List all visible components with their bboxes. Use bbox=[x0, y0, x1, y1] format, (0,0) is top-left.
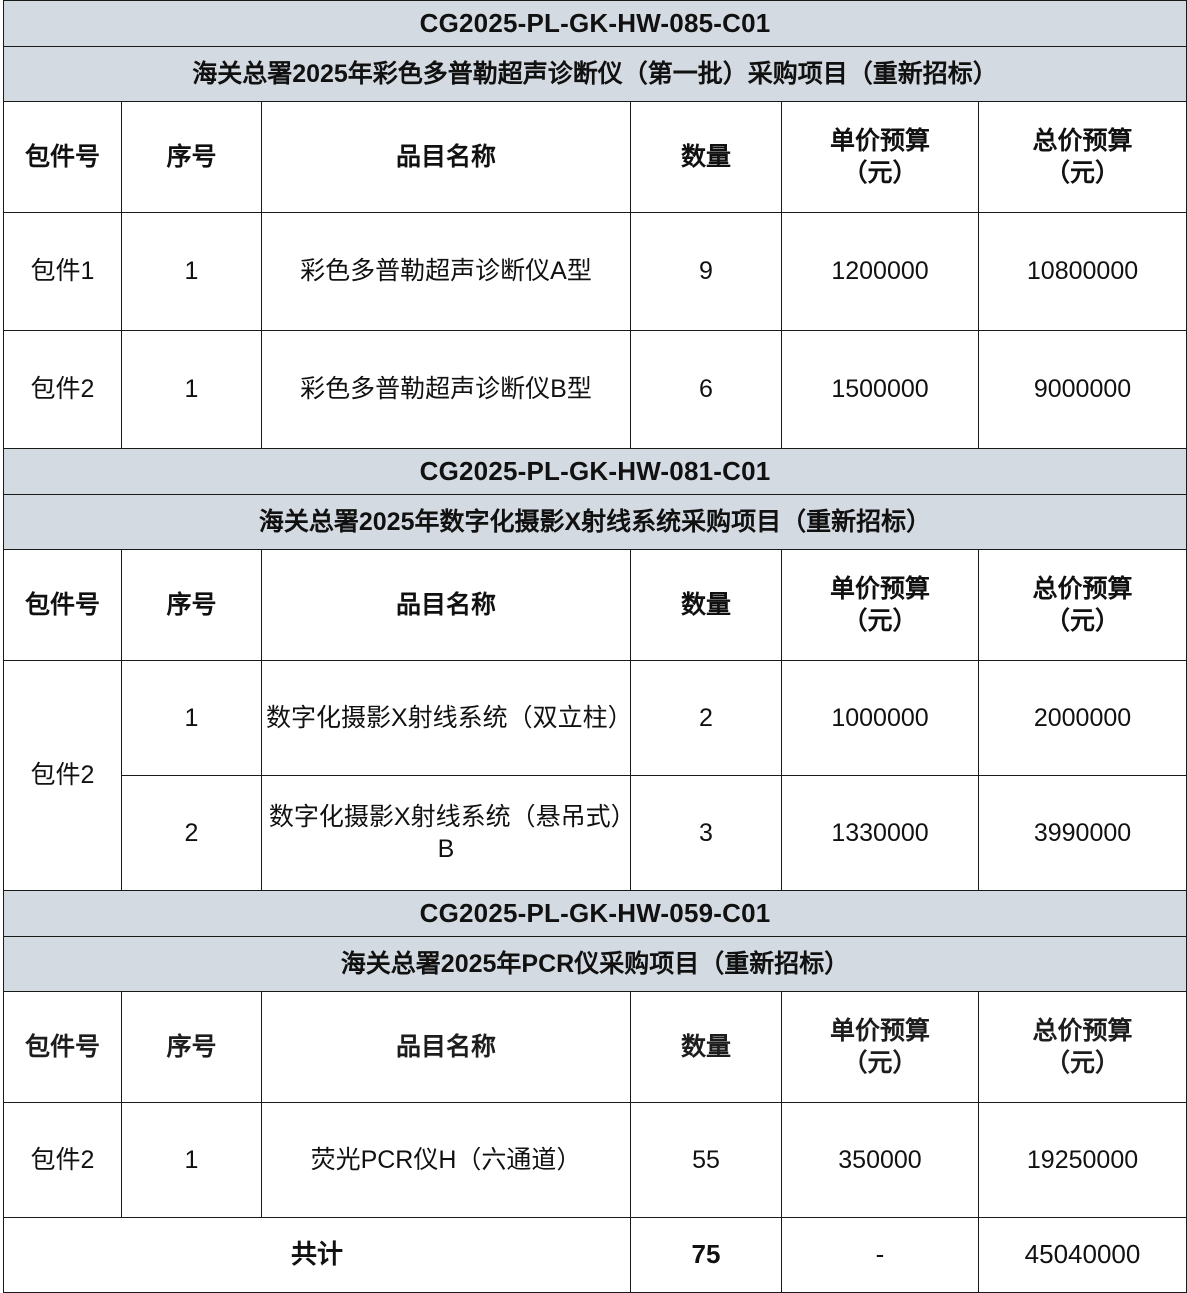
cell-item-name: 彩色多普勒超声诊断仪A型 bbox=[261, 212, 631, 331]
table-row: 包件1 1 彩色多普勒超声诊断仪A型 9 1200000 10800000 bbox=[3, 212, 1187, 331]
cell-quantity: 2 bbox=[630, 660, 782, 776]
cell-quantity: 9 bbox=[630, 212, 782, 331]
cell-quantity: 6 bbox=[630, 330, 782, 449]
table-row: 包件2 1 数字化摄影X射线系统（双立柱） 2 1000000 2000000 bbox=[3, 660, 1187, 891]
section-code-081: CG2025-PL-GK-HW-081-C01 bbox=[2, 448, 1187, 495]
column-header-quantity: 数量 bbox=[630, 549, 782, 661]
column-header-total-price-line1: 总价预算 bbox=[1032, 1016, 1133, 1045]
column-header-row: 包件号 序号 品目名称 数量 单价预算 （元） 总价预算 （元） bbox=[3, 991, 1187, 1103]
column-header-seq: 序号 bbox=[121, 549, 262, 661]
column-header-item-name: 品目名称 bbox=[261, 991, 631, 1103]
cell-unit-price: 350000 bbox=[781, 1102, 979, 1218]
column-header-total-price-line2: （元） bbox=[1045, 159, 1121, 187]
section-title-085: 海关总署2025年彩色多普勒超声诊断仪（第一批）采购项目（重新招标） bbox=[2, 46, 1187, 102]
cell-item-name: 彩色多普勒超声诊断仪B型 bbox=[261, 330, 631, 449]
total-unit-price: - bbox=[781, 1217, 979, 1293]
column-header-quantity: 数量 bbox=[630, 101, 782, 213]
column-header-total-price-line2: （元） bbox=[1045, 607, 1121, 635]
column-header-row: 包件号 序号 品目名称 数量 单价预算 （元） 总价预算 （元） bbox=[3, 549, 1187, 661]
section-code-row: CG2025-PL-GK-HW-085-C01 bbox=[2, 0, 1187, 47]
cell-seq: 1 bbox=[121, 330, 262, 449]
column-header-unit-price-line1: 单价预算 bbox=[829, 574, 930, 603]
cell-unit-price: 1330000 bbox=[781, 775, 979, 891]
column-header-unit-price: 单价预算 （元） bbox=[781, 991, 979, 1103]
cell-package: 包件1 bbox=[3, 212, 122, 331]
column-header-total-price: 总价预算 （元） bbox=[977, 991, 1187, 1103]
section-title-059: 海关总署2025年PCR仪采购项目（重新招标） bbox=[2, 936, 1187, 992]
section-code-085: CG2025-PL-GK-HW-085-C01 bbox=[2, 0, 1187, 47]
cell-total-price: 19250000 bbox=[977, 1102, 1187, 1218]
column-header-quantity: 数量 bbox=[630, 991, 782, 1103]
column-header-row: 包件号 序号 品目名称 数量 单价预算 （元） 总价预算 （元） bbox=[3, 101, 1187, 213]
column-header-item-name: 品目名称 bbox=[261, 101, 631, 213]
column-header-seq: 序号 bbox=[121, 101, 262, 213]
cell-unit-price: 1200000 bbox=[781, 212, 979, 331]
cell-package: 包件2 bbox=[3, 1102, 122, 1218]
column-header-unit-price: 单价预算 （元） bbox=[781, 549, 979, 661]
cell-package: 包件2 bbox=[3, 330, 122, 449]
column-header-unit-price: 单价预算 （元） bbox=[781, 101, 979, 213]
table-row: 包件2 1 彩色多普勒超声诊断仪B型 6 1500000 9000000 bbox=[3, 330, 1187, 449]
cell-seq: 1 bbox=[121, 212, 262, 331]
cell-seq: 1 bbox=[121, 660, 262, 776]
column-header-total-price: 总价预算 （元） bbox=[977, 101, 1187, 213]
table-row: 2 数字化摄影X射线系统（悬吊式）B 3 1330000 3990000 bbox=[4, 775, 1187, 891]
cell-item-name: 数字化摄影X射线系统（悬吊式）B bbox=[261, 775, 631, 891]
column-header-total-price-line1: 总价预算 bbox=[1032, 126, 1133, 155]
total-quantity: 75 bbox=[630, 1217, 782, 1293]
total-label: 共计 bbox=[3, 1217, 631, 1293]
column-header-item-name: 品目名称 bbox=[261, 549, 631, 661]
column-header-package: 包件号 bbox=[3, 549, 122, 661]
cell-seq: 1 bbox=[121, 1102, 262, 1218]
table-row: 包件2 1 荧光PCR仪H（六通道） 55 350000 19250000 bbox=[3, 1102, 1187, 1218]
column-header-total-price-line2: （元） bbox=[1045, 1049, 1121, 1077]
column-header-unit-price-line2: （元） bbox=[842, 1049, 918, 1077]
cell-quantity: 3 bbox=[630, 775, 782, 891]
cell-total-price: 10800000 bbox=[977, 212, 1187, 331]
section-code-row: CG2025-PL-GK-HW-059-C01 bbox=[2, 890, 1187, 937]
cell-total-price: 9000000 bbox=[977, 330, 1187, 449]
column-header-package: 包件号 bbox=[3, 991, 122, 1103]
section-title-row: 海关总署2025年数字化摄影X射线系统采购项目（重新招标） bbox=[2, 494, 1187, 550]
section-code-059: CG2025-PL-GK-HW-059-C01 bbox=[2, 890, 1187, 937]
column-header-unit-price-line2: （元） bbox=[842, 159, 918, 187]
column-header-unit-price-line1: 单价预算 bbox=[829, 1016, 930, 1045]
column-header-package: 包件号 bbox=[3, 101, 122, 213]
section-title-row: 海关总署2025年彩色多普勒超声诊断仪（第一批）采购项目（重新招标） bbox=[2, 46, 1187, 102]
column-header-seq: 序号 bbox=[121, 991, 262, 1103]
cell-package-merged: 包件2 bbox=[3, 660, 122, 891]
cell-quantity: 55 bbox=[630, 1102, 782, 1218]
cell-item-name: 荧光PCR仪H（六通道） bbox=[261, 1102, 631, 1218]
cell-total-price: 3990000 bbox=[977, 775, 1187, 891]
section-title-row: 海关总署2025年PCR仪采购项目（重新招标） bbox=[2, 936, 1187, 992]
column-header-unit-price-line1: 单价预算 bbox=[829, 126, 930, 155]
total-row: 共计 75 - 45040000 bbox=[3, 1217, 1187, 1293]
section-code-row: CG2025-PL-GK-HW-081-C01 bbox=[2, 448, 1187, 495]
cell-unit-price: 1000000 bbox=[781, 660, 979, 776]
total-total-price: 45040000 bbox=[977, 1217, 1187, 1293]
cell-seq: 2 bbox=[121, 775, 262, 891]
column-header-total-price-line1: 总价预算 bbox=[1032, 574, 1133, 603]
cell-unit-price: 1500000 bbox=[781, 330, 979, 449]
cell-item-name: 数字化摄影X射线系统（双立柱） bbox=[261, 660, 633, 776]
column-header-unit-price-line2: （元） bbox=[842, 607, 918, 635]
cell-total-price: 2000000 bbox=[977, 660, 1187, 776]
column-header-total-price: 总价预算 （元） bbox=[977, 549, 1187, 661]
section-title-081: 海关总署2025年数字化摄影X射线系统采购项目（重新招标） bbox=[2, 494, 1187, 550]
